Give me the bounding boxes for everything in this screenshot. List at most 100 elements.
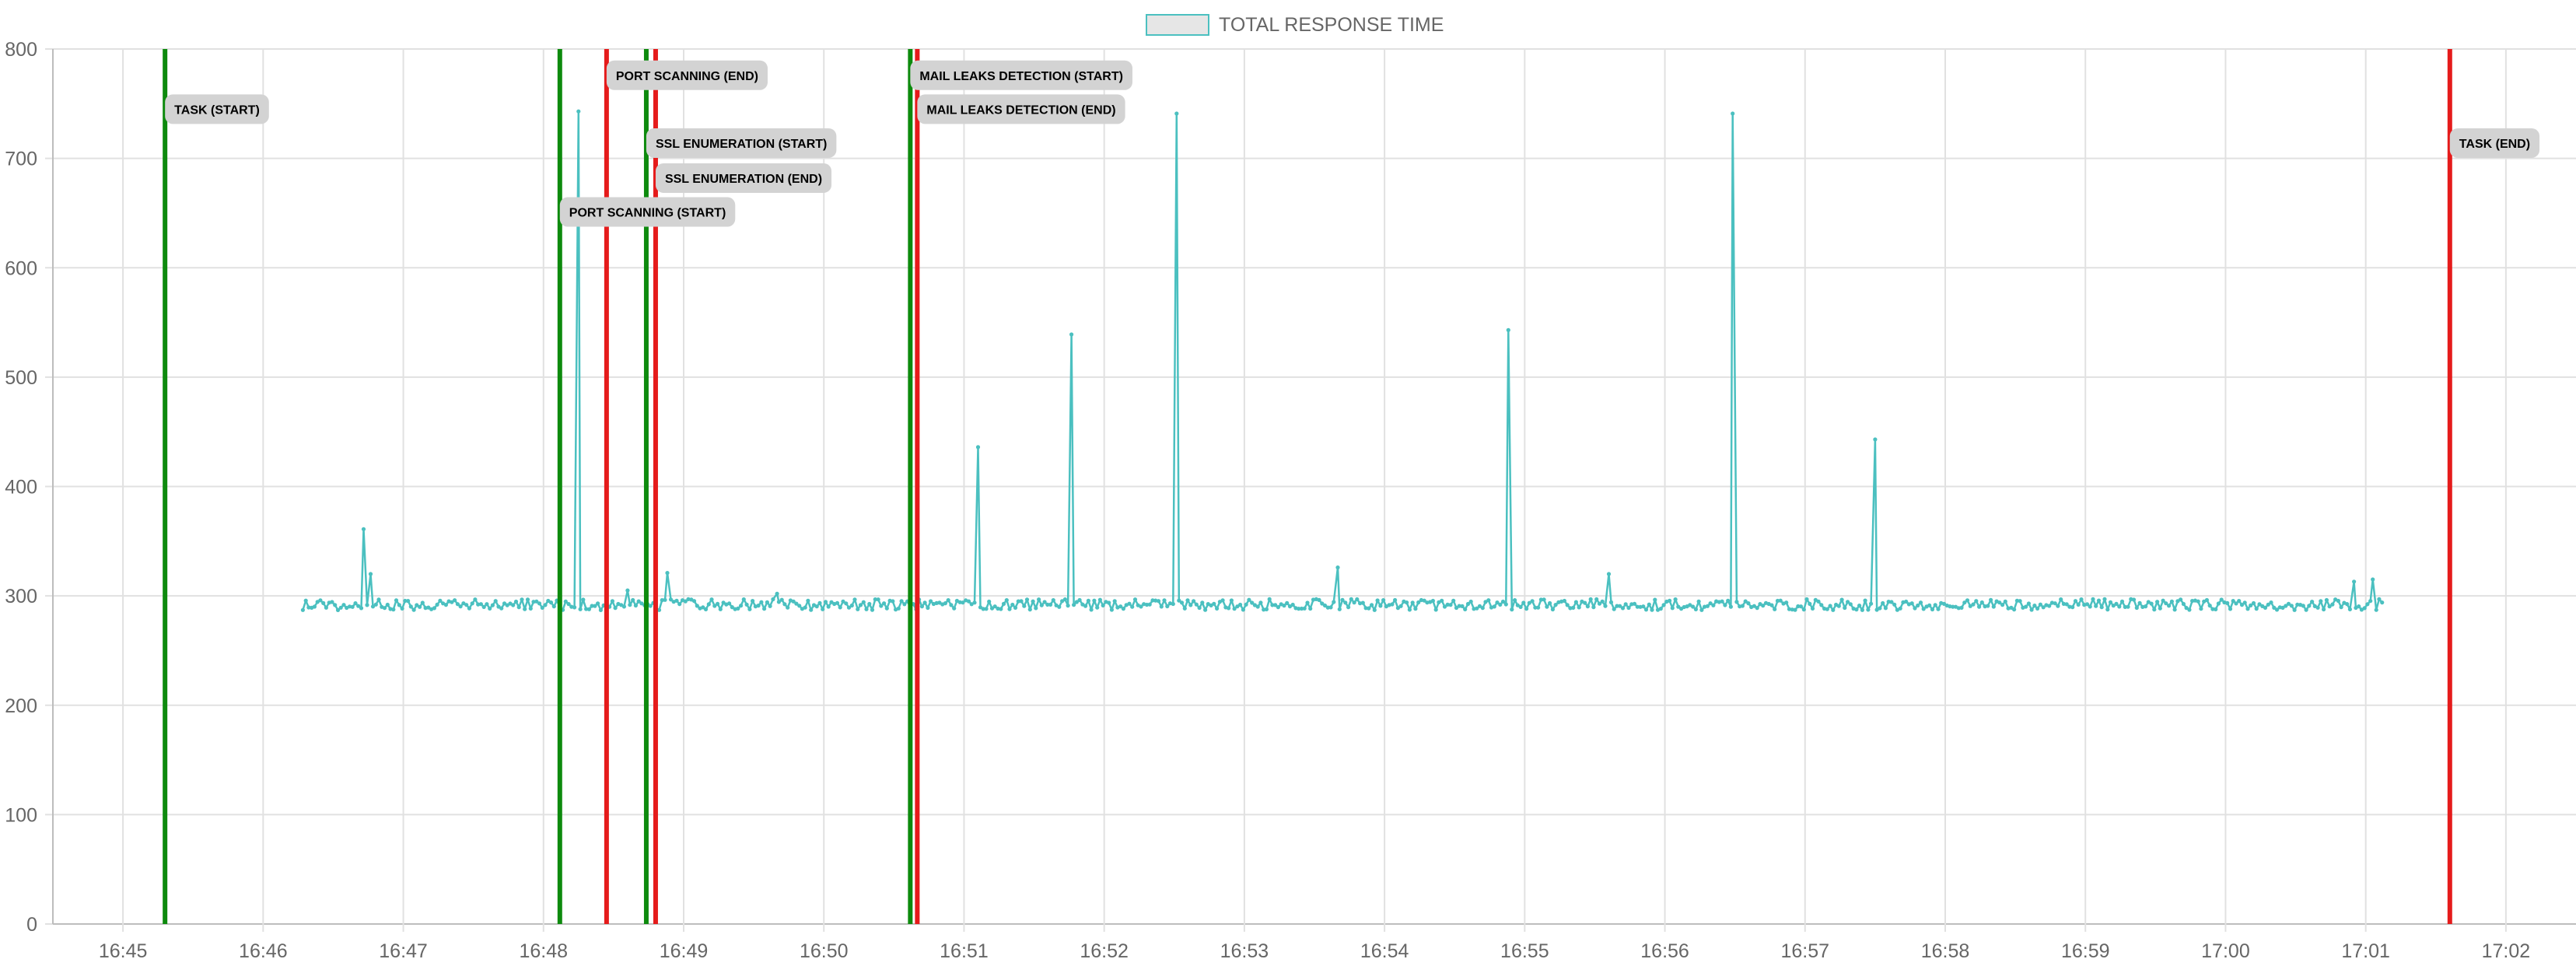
data-point[interactable]	[1769, 603, 1774, 607]
data-point[interactable]	[1013, 605, 1018, 611]
data-point[interactable]	[1755, 606, 1759, 611]
data-point[interactable]	[2131, 597, 2137, 602]
data-point[interactable]	[747, 607, 752, 611]
data-point[interactable]	[695, 604, 699, 608]
data-point[interactable]	[2000, 603, 2005, 607]
data-point[interactable]	[1723, 603, 1727, 607]
data-point[interactable]	[365, 603, 369, 607]
data-point[interactable]	[2225, 600, 2230, 606]
data-point[interactable]	[1615, 604, 1619, 608]
data-point[interactable]	[2164, 601, 2168, 606]
data-point[interactable]	[1933, 603, 1937, 607]
data-point[interactable]	[1247, 597, 1251, 602]
data-point[interactable]	[2307, 604, 2312, 608]
data-point[interactable]	[1255, 604, 1260, 609]
data-point[interactable]	[1290, 602, 1295, 607]
data-point[interactable]	[1097, 597, 1102, 602]
data-point[interactable]	[373, 602, 378, 607]
data-point[interactable]	[2362, 606, 2367, 611]
data-point[interactable]	[1320, 601, 1325, 606]
data-point[interactable]	[1460, 604, 1465, 609]
data-point[interactable]	[992, 604, 997, 609]
data-point[interactable]	[625, 588, 630, 593]
data-point[interactable]	[490, 603, 495, 607]
data-point[interactable]	[2339, 605, 2343, 610]
data-point[interactable]	[1606, 572, 1612, 576]
data-point[interactable]	[775, 591, 779, 596]
data-point[interactable]	[1448, 603, 1453, 607]
data-point[interactable]	[2161, 598, 2165, 603]
data-point[interactable]	[443, 603, 449, 607]
data-point[interactable]	[2179, 597, 2183, 602]
data-point[interactable]	[1305, 600, 1310, 605]
data-point[interactable]	[2219, 597, 2224, 602]
data-point[interactable]	[1074, 600, 1079, 604]
data-point[interactable]	[1676, 604, 1681, 609]
data-point[interactable]	[1174, 111, 1179, 116]
data-point[interactable]	[1451, 598, 1456, 603]
data-point[interactable]	[1162, 598, 1167, 603]
data-point[interactable]	[1051, 598, 1055, 603]
data-point[interactable]	[1542, 597, 1546, 602]
data-point[interactable]	[2242, 600, 2247, 605]
data-point[interactable]	[493, 599, 498, 604]
data-point[interactable]	[1072, 603, 1076, 607]
data-point[interactable]	[1381, 598, 1386, 603]
data-point[interactable]	[858, 603, 863, 607]
data-point[interactable]	[716, 601, 720, 607]
data-point[interactable]	[873, 597, 877, 602]
data-point[interactable]	[1913, 606, 1917, 611]
data-point[interactable]	[1250, 600, 1255, 605]
data-point[interactable]	[937, 600, 942, 605]
data-point[interactable]	[794, 601, 799, 606]
data-point[interactable]	[791, 599, 796, 604]
data-point[interactable]	[952, 606, 957, 611]
data-point[interactable]	[2105, 607, 2110, 612]
data-point[interactable]	[1796, 604, 1801, 609]
data-point[interactable]	[576, 109, 581, 114]
data-point[interactable]	[1804, 597, 1809, 602]
data-point[interactable]	[513, 599, 519, 604]
data-point[interactable]	[1480, 606, 1485, 611]
data-point[interactable]	[1039, 603, 1044, 607]
data-point[interactable]	[849, 603, 854, 608]
data-point[interactable]	[2365, 602, 2370, 607]
data-point[interactable]	[1705, 604, 1710, 608]
data-point[interactable]	[1731, 111, 1735, 116]
data-point[interactable]	[1828, 604, 1832, 608]
data-point[interactable]	[1024, 597, 1030, 602]
data-point[interactable]	[1182, 606, 1187, 611]
data-point[interactable]	[1112, 599, 1117, 604]
data-point[interactable]	[943, 601, 947, 606]
data-point[interactable]	[999, 607, 1003, 611]
data-point[interactable]	[572, 605, 577, 610]
data-point[interactable]	[534, 599, 539, 604]
data-point[interactable]	[2237, 599, 2242, 604]
data-point[interactable]	[478, 602, 484, 607]
data-point[interactable]	[420, 600, 425, 605]
data-point[interactable]	[1031, 599, 1035, 604]
data-point[interactable]	[1483, 600, 1488, 604]
data-point[interactable]	[1623, 602, 1628, 607]
data-point[interactable]	[1878, 606, 1882, 611]
data-point[interactable]	[1273, 603, 1278, 607]
data-point[interactable]	[584, 607, 589, 611]
data-point[interactable]	[467, 606, 472, 611]
data-point[interactable]	[660, 598, 664, 603]
data-point[interactable]	[1881, 600, 1885, 606]
data-point[interactable]	[1647, 602, 1651, 607]
data-point[interactable]	[1971, 602, 1976, 607]
data-point[interactable]	[1846, 600, 1850, 604]
data-point[interactable]	[2324, 597, 2329, 603]
data-point[interactable]	[814, 604, 819, 609]
data-point[interactable]	[2284, 604, 2288, 608]
data-point[interactable]	[1653, 597, 1657, 602]
data-point[interactable]	[1691, 604, 1696, 609]
data-point[interactable]	[782, 602, 787, 607]
data-point[interactable]	[1498, 602, 1503, 607]
data-point[interactable]	[1761, 604, 1766, 608]
data-point[interactable]	[453, 598, 457, 603]
data-point[interactable]	[2056, 604, 2060, 608]
data-point[interactable]	[1395, 606, 1400, 611]
data-point[interactable]	[1118, 604, 1123, 609]
